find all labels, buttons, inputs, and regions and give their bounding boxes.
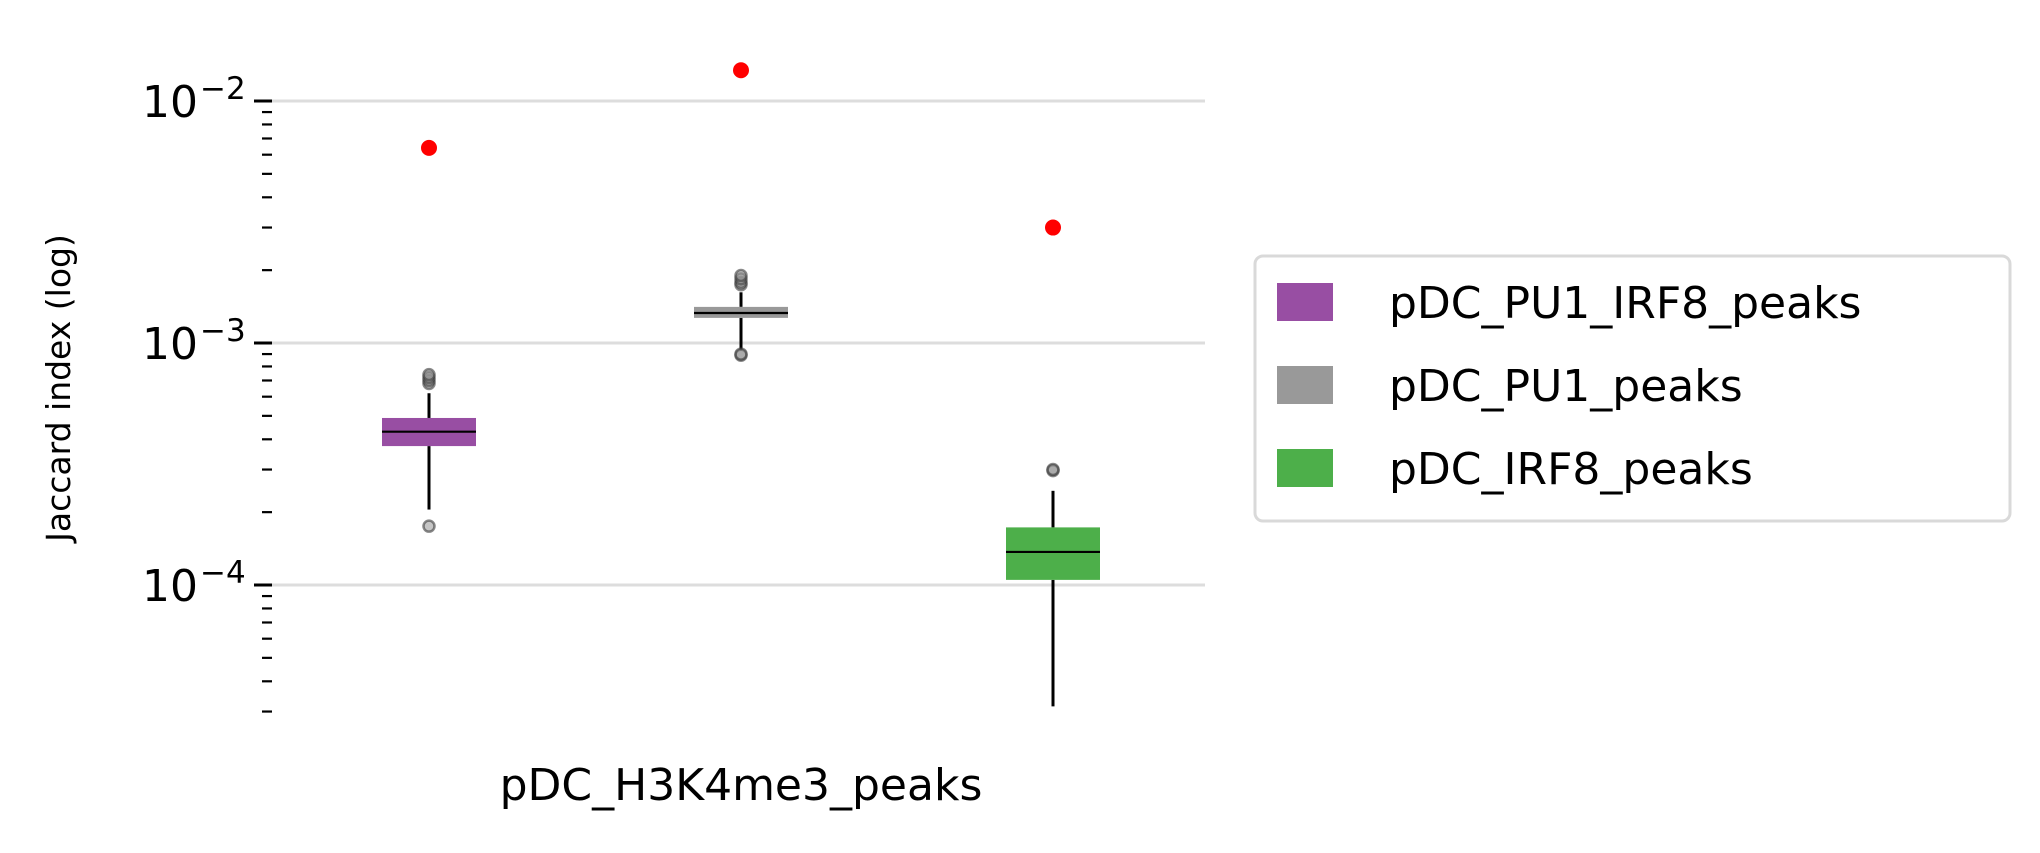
- y-tick-base: 10: [142, 77, 198, 128]
- outlier-point: [422, 367, 436, 382]
- box-group-1: [382, 139, 476, 533]
- legend-swatch: [1277, 366, 1333, 404]
- x-category-label: pDC_H3K4me3_peaks: [500, 760, 983, 811]
- y-axis-title: Jaccard index (log): [39, 234, 78, 544]
- outlier-point: [422, 519, 436, 533]
- legend: pDC_PU1_IRF8_peaks pDC_PU1_peaks pDC_IRF8_…: [1253, 254, 2012, 523]
- legend-label: pDC_PU1_peaks: [1389, 361, 1743, 412]
- outlier-point: [734, 347, 748, 361]
- y-tick-base: 10: [142, 561, 198, 612]
- legend-frame: [1253, 254, 2012, 523]
- y-tick-base: 10: [142, 319, 198, 370]
- box-group-2: [694, 62, 788, 362]
- legend-swatch: [1277, 449, 1333, 487]
- observed-point: [421, 139, 437, 156]
- outlier-point: [1046, 462, 1060, 477]
- outlier-point: [734, 268, 748, 283]
- legend-label: pDC_IRF8_peaks: [1389, 444, 1753, 495]
- y-tick-exponent: −4: [200, 555, 246, 591]
- legend-label: pDC_PU1_IRF8_peaks: [1389, 278, 1861, 329]
- plot-area: [382, 62, 1100, 707]
- box-group-3: [1006, 219, 1100, 707]
- grid-lines: [272, 99, 1205, 587]
- y-tick-exponent: −2: [200, 71, 246, 107]
- y-tick-label: 10: [142, 77, 198, 128]
- y-tick-label: 10: [142, 561, 198, 612]
- legend-swatch: [1277, 283, 1333, 321]
- box: [1006, 527, 1100, 580]
- observed-point: [1045, 219, 1061, 236]
- y-tick-exponent: −3: [200, 313, 246, 349]
- y-tick-label: 10: [142, 319, 198, 370]
- observed-point: [733, 62, 749, 79]
- y-axis: 10−210−310−4: [142, 71, 272, 713]
